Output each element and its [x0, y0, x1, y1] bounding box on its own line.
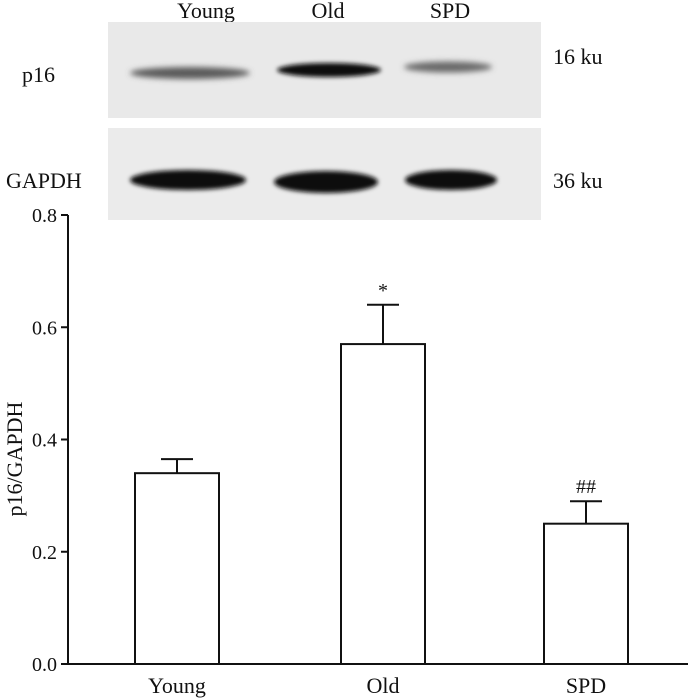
- y-axis-title: p16/GAPDH: [2, 401, 27, 516]
- p16-band-old: [277, 63, 381, 77]
- axes-layer: Young Old SPD 0.0 0.2 0.4 0.6 0.8: [32, 205, 688, 698]
- x-tick-label-young: Young: [148, 673, 206, 698]
- bar-old: [340, 343, 426, 665]
- x-tick-label-old: Old: [367, 673, 400, 698]
- bars-layer: * ##: [134, 280, 629, 665]
- lane-label-spd: SPD: [430, 0, 470, 23]
- lane-label-old: Old: [312, 0, 345, 23]
- bar-spd: [543, 522, 629, 665]
- gapdh-row-label: GAPDH: [6, 168, 82, 193]
- gapdh-band-old: [274, 171, 378, 193]
- y-tick-label: 0.6: [32, 317, 57, 339]
- bar-chart: * ## Young Old SPD 0.0 0.2 0.4 0.6 0.8 p16/GAPDH: [2, 205, 688, 698]
- y-tick-label: 0.4: [32, 430, 57, 452]
- gapdh-size-label: 36 ku: [553, 168, 603, 193]
- p16-band-spd: [404, 61, 492, 73]
- y-tick-label: 0.2: [32, 542, 57, 564]
- western-blot: Young Old SPD p16 16 ku GAPDH 36 ku: [6, 0, 603, 220]
- bar-young: [134, 472, 220, 665]
- p16-size-label: 16 ku: [553, 44, 603, 69]
- gapdh-band-young: [130, 170, 246, 190]
- gapdh-band-spd: [405, 170, 497, 190]
- y-tick-label: 0.8: [32, 205, 57, 227]
- x-tick-label-spd: SPD: [566, 673, 606, 698]
- significance-old: *: [378, 280, 388, 302]
- p16-band-young: [130, 67, 250, 79]
- gapdh-bands: [130, 170, 497, 193]
- p16-row-label: p16: [22, 62, 55, 87]
- significance-spd: ##: [576, 476, 596, 498]
- y-tick-label: 0.0: [32, 654, 57, 676]
- p16-bands: [130, 61, 492, 79]
- lane-label-young: Young: [177, 0, 235, 23]
